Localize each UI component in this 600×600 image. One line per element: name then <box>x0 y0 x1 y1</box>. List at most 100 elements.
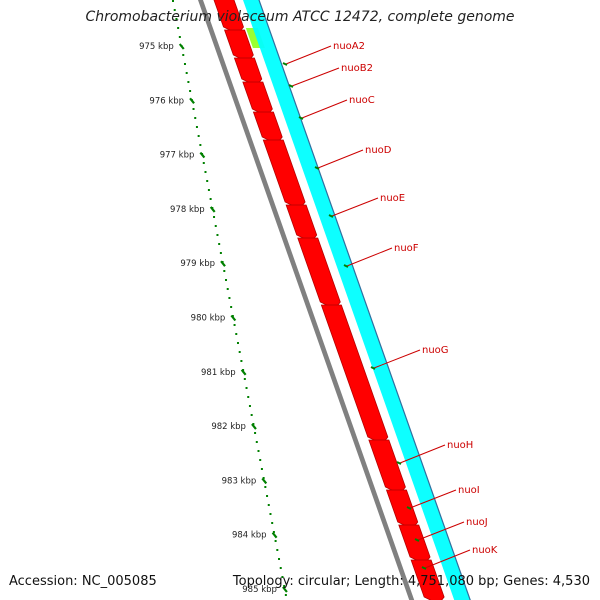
scale-dot <box>225 279 228 281</box>
scale-dot <box>214 225 217 227</box>
gene-labels: nuoA2 nuoB2 nuoC nuoD nuoE nuoF nuoG nuoH nuoI nu… <box>282 41 498 570</box>
scale-dot <box>257 450 260 452</box>
accession-label: Accession: NC_005085 <box>9 574 157 589</box>
scale-dot <box>233 324 236 326</box>
scale-dot <box>199 144 202 146</box>
gene-leader-line <box>409 489 457 509</box>
scale-dot <box>178 36 181 38</box>
topology-info: Topology: circular; Length: 4,751,080 bp… <box>232 574 590 589</box>
scale-dot <box>238 351 241 353</box>
scale-dot <box>248 405 251 407</box>
scale-dot <box>204 171 207 173</box>
gene-track-tick <box>314 166 320 170</box>
scale-label: 984 kbp <box>232 531 267 541</box>
gene-track-tick <box>298 116 304 120</box>
scale-ruler: 975 kbp 976 kbp 977 kbp 978 kbp 979 kbp 980 k… <box>139 0 288 596</box>
scale-tick <box>271 532 278 539</box>
gene-leader-line <box>317 149 364 169</box>
cds-track <box>213 0 445 600</box>
gene-leader-line <box>291 67 340 87</box>
gene-label: nuoA2 <box>333 41 365 52</box>
scale-dot <box>247 396 250 398</box>
scale-dot <box>206 180 209 182</box>
cds-arrow <box>242 81 273 117</box>
scale-dot <box>236 342 239 344</box>
scale-dot <box>197 135 200 137</box>
scale-dot <box>283 585 286 587</box>
scale-dot <box>276 549 279 551</box>
scale-dot <box>182 54 185 56</box>
scale-dot <box>173 9 176 11</box>
scale-dot <box>228 297 231 299</box>
gene-leader-line <box>301 99 348 119</box>
gene-track-tick <box>396 461 402 465</box>
gene-track-tick <box>282 62 288 66</box>
scale-dot <box>213 216 216 218</box>
gene-leader-line <box>417 521 465 541</box>
scale-dot <box>219 252 222 254</box>
scale-dot <box>207 189 210 191</box>
scale-tick <box>251 423 257 430</box>
gene-label: nuoK <box>472 545 498 556</box>
scale-dot <box>272 531 275 533</box>
scale-dot <box>262 477 265 479</box>
gene-label: nuoJ <box>466 517 488 528</box>
scale-label: 975 kbp <box>139 42 174 52</box>
scale-dot <box>281 576 284 578</box>
scale-dot <box>264 486 267 488</box>
gene-label: nuoI <box>458 485 480 496</box>
scale-tick <box>240 369 247 376</box>
scale-dot <box>218 243 221 245</box>
gene-label: nuoH <box>447 440 473 451</box>
gene-leader-line <box>331 197 379 217</box>
scale-tick <box>220 260 226 267</box>
scale-dot <box>187 81 190 83</box>
gene-label: nuoC <box>349 95 375 106</box>
scale-tick <box>178 43 185 50</box>
scale-dot <box>202 162 205 164</box>
scale-tick <box>230 314 237 322</box>
gene-leader-line <box>424 549 471 569</box>
gc-content-track <box>242 0 471 600</box>
scale-dot <box>194 117 197 119</box>
gene-track-tick <box>288 84 294 88</box>
scale-tick <box>282 586 288 593</box>
gene-label: nuoD <box>365 145 392 156</box>
scale-dot <box>254 432 257 434</box>
scale-tick <box>199 151 206 159</box>
scale-dot <box>189 90 192 92</box>
scale-dot <box>267 504 270 506</box>
gene-track-tick <box>343 264 349 268</box>
cds-arrow <box>385 489 419 530</box>
scale-tick <box>261 477 268 485</box>
scale-dot <box>240 360 243 362</box>
backbone-track <box>197 0 415 600</box>
scale-dot <box>175 18 178 20</box>
gene-label: nuoF <box>394 243 419 254</box>
scale-dot <box>255 441 258 443</box>
gc-content-band <box>242 0 471 600</box>
scale-dot <box>284 594 287 596</box>
scale-label: 981 kbp <box>201 368 236 378</box>
scale-dot <box>226 288 229 290</box>
gene-track-tick <box>328 214 334 218</box>
map-title: Chromobacterium violaceum ATCC 12472, co… <box>85 9 515 25</box>
scale-dot <box>260 468 263 470</box>
scale-dot <box>278 558 281 560</box>
scale-dot <box>177 27 180 29</box>
cds-arrow <box>410 559 445 600</box>
scale-tick <box>189 97 195 104</box>
backbone-line <box>197 0 415 600</box>
scale-dot <box>235 333 238 335</box>
gene-track-tick <box>414 538 420 542</box>
gene-label: nuoG <box>422 345 449 356</box>
scale-dot <box>274 540 277 542</box>
gene-track-tick <box>406 506 412 510</box>
scale-dot <box>243 378 246 380</box>
gene-label: nuoE <box>380 193 405 204</box>
scale-dot <box>271 522 274 524</box>
scale-label: 976 kbp <box>149 96 184 106</box>
scale-dot <box>216 234 219 236</box>
gc-edge-line <box>258 0 471 600</box>
